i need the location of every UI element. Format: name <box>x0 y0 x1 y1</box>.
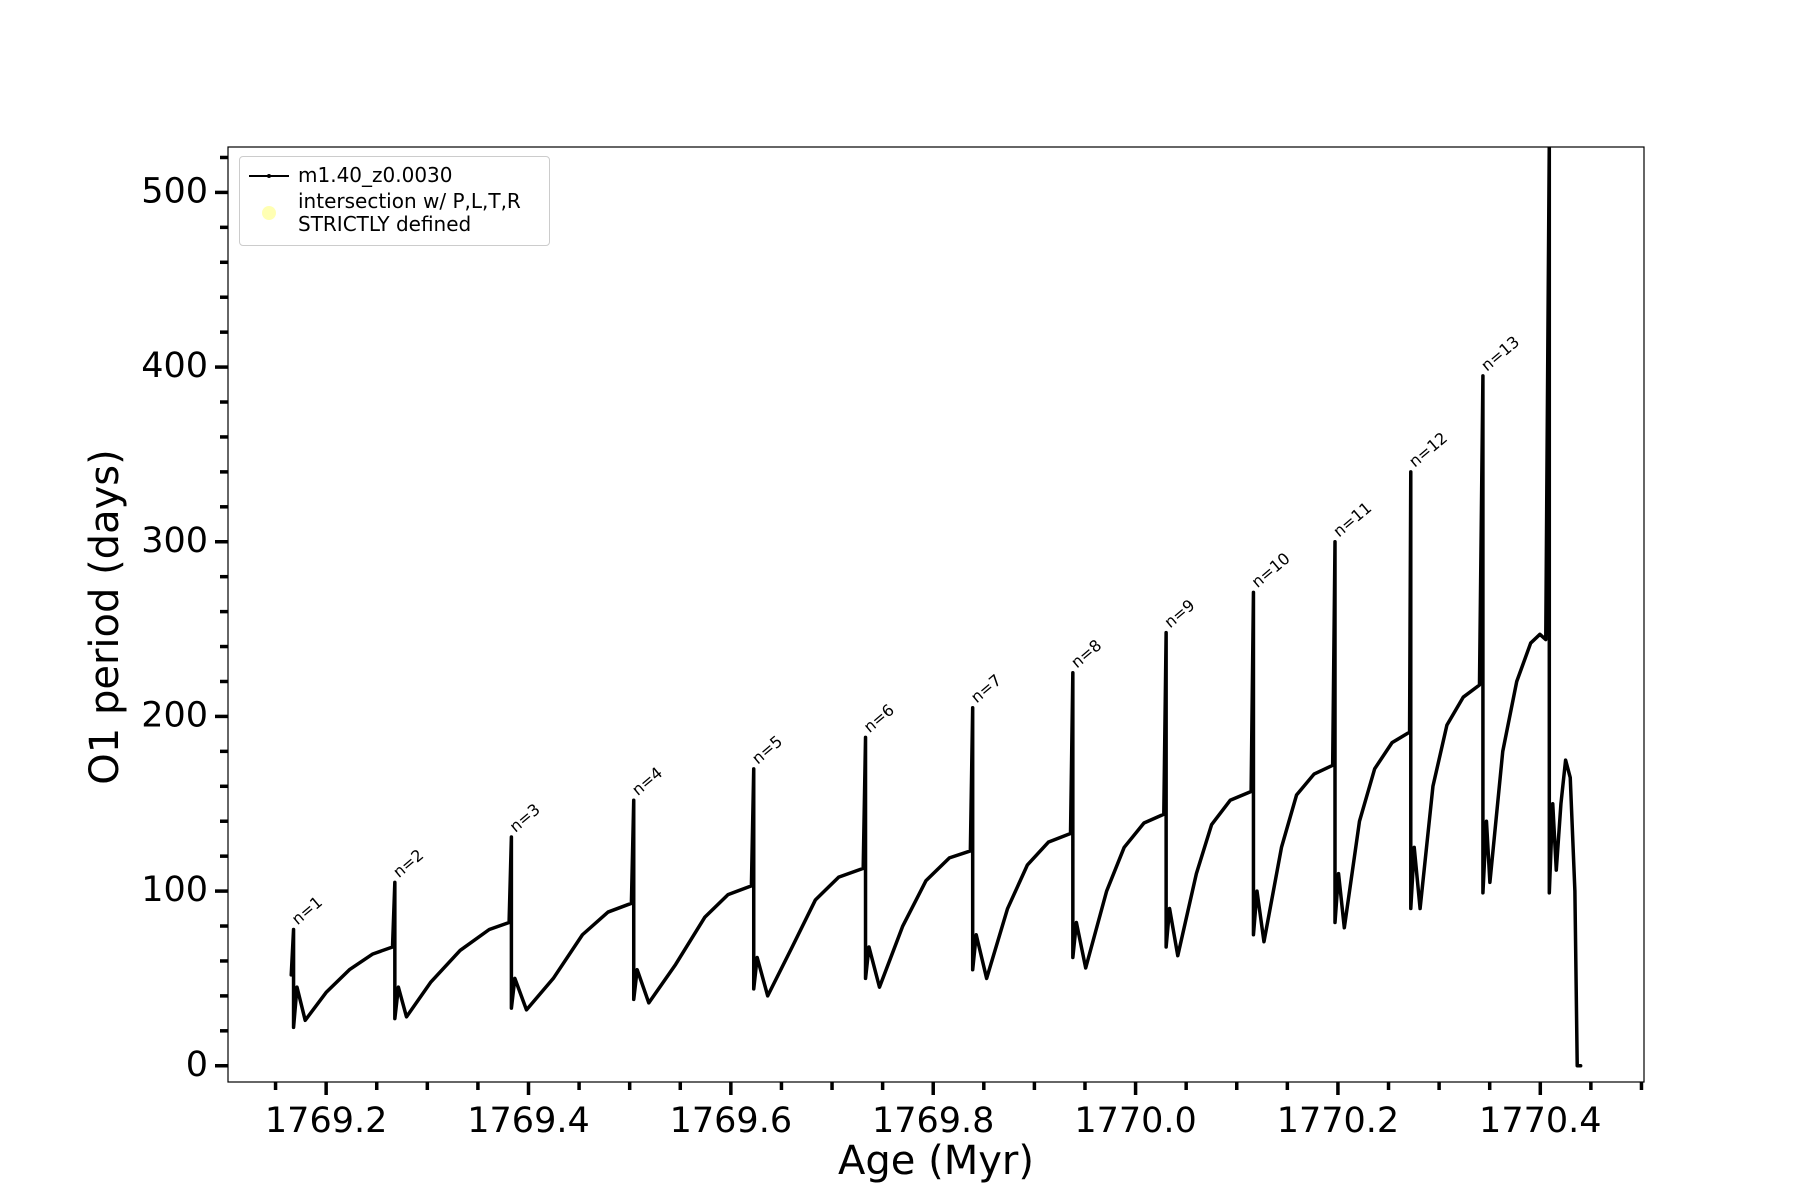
series-line <box>289 147 1583 1068</box>
legend-marker <box>262 206 276 220</box>
annotation: n=3 <box>506 800 544 836</box>
y-tick-label: 300 <box>141 521 208 561</box>
annotation: n=11 <box>1329 498 1375 541</box>
annotation: n=5 <box>748 732 786 768</box>
legend-label: intersection w/ P,L,T,R STRICTLY defined <box>298 189 521 236</box>
x-tick-label: 1769.6 <box>670 1101 792 1141</box>
x-tick-label: 1769.2 <box>265 1101 387 1141</box>
x-tick-label: 1770.0 <box>1074 1101 1196 1141</box>
y-tick-label: 0 <box>186 1045 208 1085</box>
annotation: n=12 <box>1405 428 1451 471</box>
x-tick-label: 1770.4 <box>1479 1101 1601 1141</box>
annotation: n=13 <box>1477 332 1523 375</box>
y-axis-label: O1 period (days) <box>82 449 128 784</box>
x-tick-label: 1770.2 <box>1277 1101 1399 1141</box>
annotation: n=10 <box>1248 549 1294 592</box>
legend-entry: intersection w/ P,L,T,R STRICTLY defined <box>240 190 549 236</box>
annotation: n=1 <box>288 892 326 928</box>
annotation: n=7 <box>967 671 1005 707</box>
y-tick-label: 200 <box>141 695 208 735</box>
legend-entry: m1.40_z0.0030 <box>240 164 549 187</box>
plot-frame <box>227 146 1645 1083</box>
y-tick-label: 500 <box>141 171 208 211</box>
legend-swatch <box>249 173 289 178</box>
x-axis-label: Age (Myr) <box>838 1138 1034 1184</box>
y-tick-label: 100 <box>141 870 208 910</box>
annotation: n=8 <box>1067 636 1105 672</box>
x-tick-label: 1769.8 <box>872 1101 994 1141</box>
legend-label: m1.40_z0.0030 <box>298 163 453 187</box>
x-tick-label: 1769.4 <box>467 1101 589 1141</box>
plot-area <box>289 147 1583 1068</box>
legend-symbol <box>240 203 298 223</box>
annotation: n=9 <box>1160 595 1198 631</box>
legend-swatch <box>262 206 276 220</box>
legend: m1.40_z0.0030 intersection w/ P,L,T,R STR… <box>239 156 550 246</box>
annotation: n=2 <box>389 845 427 881</box>
legend-symbol <box>240 166 298 186</box>
annotation: n=6 <box>860 700 898 736</box>
y-tick-label: 400 <box>141 346 208 386</box>
legend-marker <box>267 173 271 178</box>
annotation: n=4 <box>628 763 666 799</box>
